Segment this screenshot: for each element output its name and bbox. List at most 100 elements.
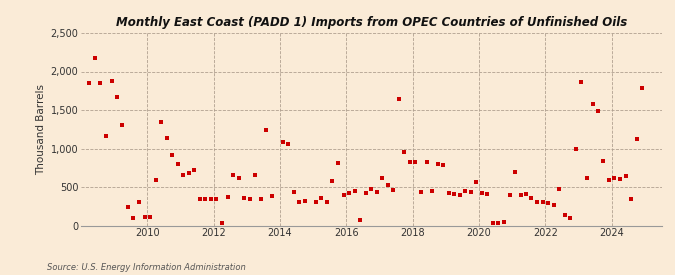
Point [454, 192, 465, 197]
Point [134, 200, 144, 205]
Point [510, 170, 520, 175]
Point [139, 215, 150, 219]
Point [427, 189, 437, 193]
Point [217, 221, 227, 226]
Y-axis label: Thousand Barrels: Thousand Barrels [36, 84, 46, 175]
Point [360, 191, 371, 195]
Point [637, 86, 647, 90]
Point [95, 81, 106, 85]
Point [560, 213, 570, 217]
Title: Monthly East Coast (PADD 1) Imports from OPEC Countries of Unfinished Oils: Monthly East Coast (PADD 1) Imports from… [115, 16, 627, 29]
Point [200, 197, 211, 202]
Point [499, 219, 510, 224]
Point [487, 221, 498, 226]
Point [383, 183, 394, 187]
Point [277, 139, 288, 144]
Point [344, 191, 354, 195]
Point [404, 160, 415, 164]
Point [394, 97, 404, 101]
Point [322, 199, 333, 204]
Point [222, 195, 233, 199]
Point [366, 186, 377, 191]
Point [576, 80, 587, 84]
Point [399, 149, 410, 154]
Point [294, 199, 304, 204]
Point [410, 160, 421, 164]
Point [90, 56, 101, 60]
Point [161, 136, 172, 140]
Point [338, 192, 349, 197]
Point [449, 192, 460, 196]
Point [520, 192, 531, 196]
Point [626, 196, 637, 201]
Point [587, 102, 598, 106]
Point [84, 81, 95, 85]
Point [349, 189, 360, 193]
Point [261, 128, 271, 132]
Point [111, 95, 122, 99]
Point [548, 203, 559, 208]
Point [355, 218, 366, 222]
Point [615, 176, 626, 181]
Text: Source: U.S. Energy Information Administration: Source: U.S. Energy Information Administ… [47, 263, 246, 272]
Point [101, 134, 111, 138]
Point [316, 196, 327, 200]
Point [211, 197, 222, 202]
Point [184, 171, 194, 175]
Point [167, 152, 178, 157]
Point [631, 137, 642, 141]
Point [206, 196, 217, 201]
Point [333, 161, 344, 165]
Point [554, 186, 565, 191]
Point [593, 109, 603, 113]
Point [189, 168, 200, 172]
Point [327, 179, 338, 183]
Point [598, 159, 609, 163]
Point [526, 196, 537, 200]
Point [227, 173, 238, 178]
Point [172, 162, 183, 166]
Point [106, 79, 117, 83]
Point [371, 189, 382, 194]
Point [233, 175, 244, 180]
Point [471, 179, 482, 184]
Point [388, 188, 399, 192]
Point [537, 200, 548, 205]
Point [482, 192, 493, 196]
Point [178, 173, 188, 178]
Point [128, 216, 139, 220]
Point [377, 175, 387, 180]
Point [570, 146, 581, 151]
Point [620, 174, 631, 178]
Point [493, 221, 504, 226]
Point [532, 199, 543, 204]
Point [565, 216, 576, 220]
Point [300, 199, 310, 203]
Point [244, 196, 255, 201]
Point [609, 175, 620, 180]
Point [543, 201, 554, 205]
Point [515, 192, 526, 197]
Point [255, 197, 266, 202]
Point [151, 178, 161, 182]
Point [581, 175, 592, 180]
Point [117, 123, 128, 128]
Point [144, 215, 155, 219]
Point [465, 190, 476, 195]
Point [504, 192, 515, 197]
Point [123, 205, 134, 209]
Point [603, 178, 614, 182]
Point [239, 196, 250, 200]
Point [194, 196, 205, 201]
Point [288, 189, 299, 194]
Point [460, 189, 470, 193]
Point [156, 119, 167, 124]
Point [250, 172, 261, 177]
Point [421, 160, 432, 164]
Point [283, 142, 294, 146]
Point [477, 191, 487, 195]
Point [438, 163, 449, 167]
Point [267, 194, 277, 199]
Point [443, 191, 454, 195]
Point [310, 200, 321, 205]
